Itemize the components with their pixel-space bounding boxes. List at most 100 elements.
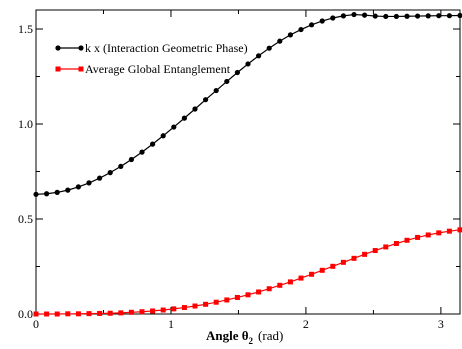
y-tick-label: 0.0	[18, 307, 33, 321]
data-point	[404, 13, 410, 19]
data-point	[139, 149, 145, 155]
x-tick-label: 0	[33, 317, 39, 331]
data-point	[266, 286, 272, 292]
data-point	[54, 189, 60, 195]
data-point	[234, 294, 240, 300]
x-axis-title-subscript: 2	[249, 336, 254, 346]
data-point	[393, 241, 399, 247]
data-point	[181, 305, 187, 311]
data-point	[372, 248, 378, 254]
data-point	[255, 53, 262, 59]
data-point	[436, 230, 442, 236]
data-point	[287, 279, 293, 285]
data-point	[160, 133, 166, 139]
data-point	[383, 244, 389, 250]
data-point	[330, 263, 336, 269]
data-point	[65, 187, 71, 193]
x-axis-title: Angle θ2 (rad)	[206, 328, 283, 346]
data-point	[107, 310, 113, 316]
data-point	[277, 282, 283, 288]
x-tick-label: 2	[303, 317, 309, 331]
data-point	[75, 311, 81, 317]
data-point	[43, 191, 50, 197]
data-point	[319, 18, 325, 24]
x-axis-title-main: Angle θ	[206, 328, 249, 343]
data-point	[54, 311, 60, 317]
data-point	[277, 38, 283, 44]
data-point	[245, 292, 251, 298]
data-point	[33, 311, 39, 317]
data-point	[203, 301, 209, 307]
data-point	[150, 308, 156, 314]
data-point	[446, 13, 453, 19]
data-point	[75, 184, 82, 190]
legend-marker-series-2	[55, 66, 61, 72]
data-point	[86, 311, 92, 317]
data-point	[457, 227, 462, 233]
data-point	[415, 234, 421, 240]
data-point	[128, 309, 134, 315]
data-point	[340, 13, 347, 19]
x-tick-label: 3	[438, 317, 444, 331]
data-point	[202, 97, 209, 103]
x-tick-label: 1	[168, 317, 174, 331]
data-point	[86, 180, 92, 186]
legend-label-series-1: k x (Interaction Geometric Phase)	[85, 41, 248, 55]
data-point	[457, 12, 462, 19]
data-point	[171, 306, 177, 312]
data-point	[234, 69, 241, 76]
data-point	[266, 45, 272, 51]
data-point	[298, 26, 304, 33]
data-point	[139, 309, 145, 315]
legend-marker-series-2-end	[78, 66, 84, 72]
data-point	[383, 13, 389, 20]
data-point	[128, 156, 135, 163]
data-point	[425, 232, 431, 238]
data-point	[425, 13, 431, 19]
series-layer	[33, 11, 462, 317]
y-tick-label: 1.0	[18, 117, 33, 131]
data-point	[118, 310, 124, 316]
data-point	[414, 13, 421, 19]
data-point	[330, 15, 336, 21]
data-point	[224, 297, 230, 303]
y-tick-label: 1.5	[18, 22, 33, 36]
data-point	[213, 299, 219, 305]
data-point	[160, 307, 166, 313]
data-point	[361, 12, 368, 18]
data-point	[319, 267, 325, 273]
axis-ticks: 0 1 2 3 0.0 0.5 1.0 1.5	[18, 10, 460, 331]
data-point	[362, 251, 368, 257]
data-point	[107, 170, 113, 176]
data-point	[351, 255, 357, 261]
legend: k x (Interaction Geometric Phase) Averag…	[55, 41, 248, 76]
plot-frame	[35, 9, 461, 315]
y-tick-label: 0.5	[18, 212, 33, 226]
data-point	[213, 87, 219, 94]
data-point	[298, 275, 304, 281]
data-point	[181, 115, 188, 121]
data-point	[192, 106, 198, 112]
data-point	[118, 163, 124, 169]
legend-label-series-2: Average Global Entanglement	[85, 62, 231, 76]
data-point	[256, 289, 262, 295]
data-point	[446, 228, 452, 234]
data-point	[404, 237, 410, 243]
data-point	[308, 22, 315, 28]
data-point	[149, 141, 156, 147]
data-point	[393, 13, 400, 20]
x-axis-title-unit: (rad)	[258, 328, 283, 343]
data-point	[65, 311, 71, 317]
data-point	[96, 175, 103, 181]
data-point	[287, 32, 294, 38]
data-point	[309, 271, 315, 277]
data-point	[192, 303, 198, 309]
data-point	[372, 13, 378, 19]
data-point	[33, 191, 39, 197]
data-point	[436, 13, 442, 19]
data-point	[97, 310, 103, 316]
data-point	[351, 11, 357, 18]
data-point	[171, 124, 177, 130]
legend-marker-series-1-end	[78, 45, 84, 51]
